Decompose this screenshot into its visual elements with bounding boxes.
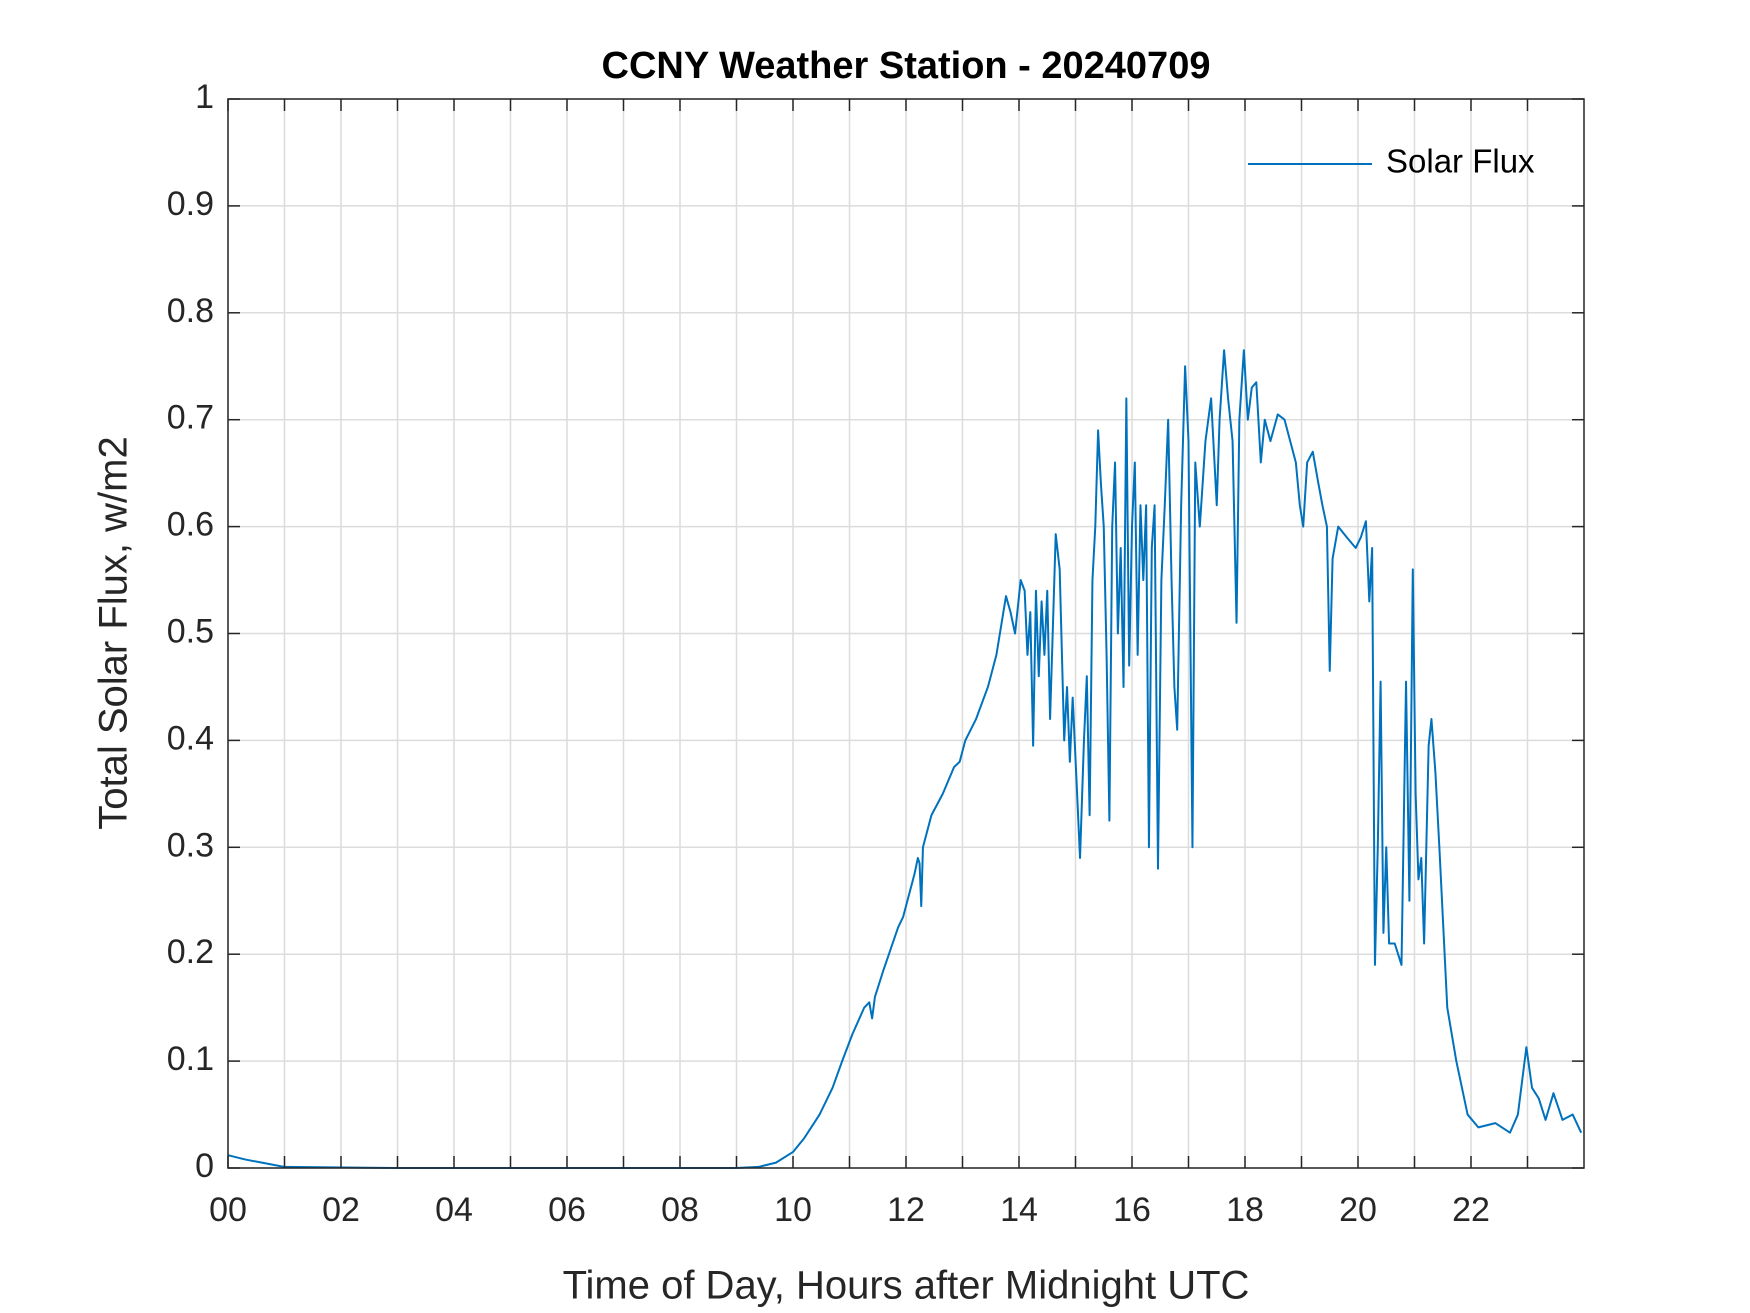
x-tick-label: 12 (887, 1191, 925, 1229)
x-tick-label: 22 (1452, 1191, 1490, 1229)
x-tick-label: 04 (435, 1191, 473, 1229)
axes-box (227, 98, 1585, 1169)
y-tick-label: 0.5 (167, 612, 214, 650)
chart-title: CCNY Weather Station - 20240709 (602, 45, 1211, 87)
x-tick-label: 10 (774, 1191, 812, 1229)
y-tick-label: 0.6 (167, 506, 214, 544)
plot-area (227, 349, 1583, 1169)
x-tick-label: 14 (1000, 1191, 1038, 1229)
x-tick-label: 16 (1113, 1191, 1151, 1229)
x-axis-label: Time of Day, Hours after Midnight UTC (563, 1264, 1250, 1308)
y-tick-label: 0.4 (167, 719, 214, 757)
x-tick-label: 02 (322, 1191, 360, 1229)
y-tick-label: 0.9 (167, 185, 214, 223)
axes: 0 0.1 0.2 0.3 0.4 0.5 0.6 0.7 0.8 0.9 1 00 02 04 06 08 1… (167, 78, 1585, 1229)
data-line (227, 349, 1583, 1169)
x-tick-label: 20 (1339, 1191, 1377, 1229)
x-tick-label: 00 (209, 1191, 247, 1229)
legend-label: Solar Flux (1386, 143, 1535, 180)
x-tick-label: 06 (548, 1191, 586, 1229)
y-tick-label: 0.2 (167, 933, 214, 971)
x-tick-label: 18 (1226, 1191, 1264, 1229)
x-tick-label: 08 (661, 1191, 699, 1229)
y-tick-label: 1 (195, 78, 214, 116)
y-tick-label: 0.3 (167, 826, 214, 864)
y-tick-label: 0.8 (167, 292, 214, 330)
y-axis-label: Total Solar Flux, w/m2 (92, 436, 136, 829)
y-tick-label: 0.7 (167, 399, 214, 437)
y-tick-label: 0 (195, 1147, 214, 1185)
y-tick-label: 0.1 (167, 1040, 214, 1078)
